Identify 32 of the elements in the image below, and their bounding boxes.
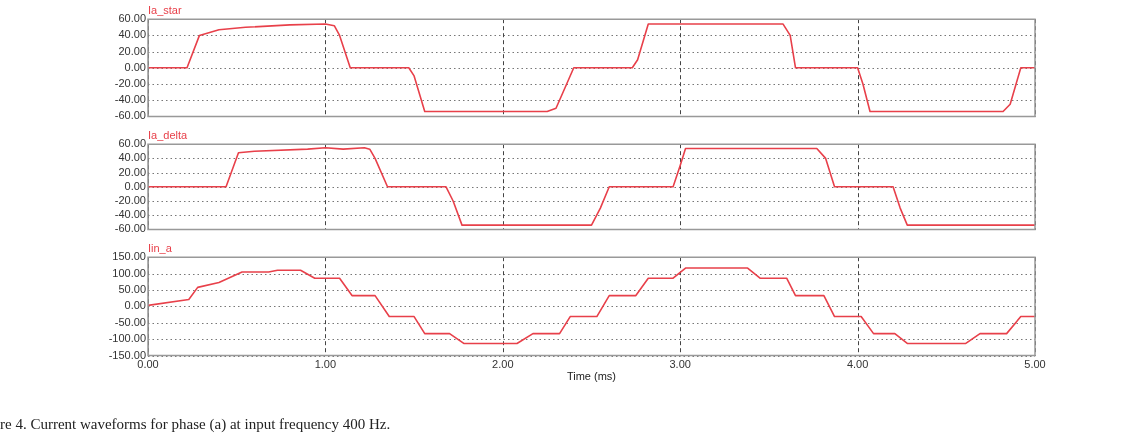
y-tick-label: -60.00 [114, 109, 146, 122]
text: re 4. Current waveforms for phase (a) at input frequency 400 Hz. [0, 416, 392, 433]
y-tick-label: -100.00 [108, 332, 146, 345]
chart-title: Iin_a [148, 241, 173, 254]
y-tick-label: 40.00 [118, 151, 146, 164]
y-tick-label: -150.00 [108, 348, 146, 361]
y-tick-label: 40.00 [118, 28, 146, 41]
x-tick-label: 0.00 [137, 358, 159, 371]
y-tick-label: 20.00 [118, 44, 146, 57]
y-tick-label: 0.00 [124, 299, 146, 312]
x-tick-label: 1.00 [314, 358, 337, 371]
x-tick-label: 3.00 [669, 358, 691, 371]
chart-title: Ia_star [148, 3, 182, 16]
y-tick-label: 50.00 [118, 283, 146, 296]
y-tick-label: 100.00 [112, 266, 146, 279]
y-tick-label: -40.00 [114, 208, 146, 221]
y-tick-label: 60.00 [118, 137, 146, 150]
x-tick-label: 5.00 [1024, 358, 1046, 371]
y-tick-label: 20.00 [118, 165, 146, 178]
y-tick-label: 150.00 [112, 250, 146, 263]
chart-title: Ia_delta [148, 128, 189, 141]
y-tick-label: -20.00 [114, 194, 146, 207]
x-tick-label: 2.00 [492, 358, 514, 371]
x-axis-title: Time (ms) [566, 370, 617, 383]
y-tick-label: -50.00 [114, 315, 146, 328]
y-tick-label: 60.00 [118, 12, 146, 25]
y-tick-label: -20.00 [114, 77, 146, 90]
y-tick-label: -40.00 [114, 93, 146, 106]
y-tick-label: 0.00 [124, 179, 146, 192]
y-tick-label: -60.00 [114, 222, 146, 235]
y-tick-label: 0.00 [124, 60, 146, 73]
x-tick-label: 4.00 [846, 358, 869, 371]
